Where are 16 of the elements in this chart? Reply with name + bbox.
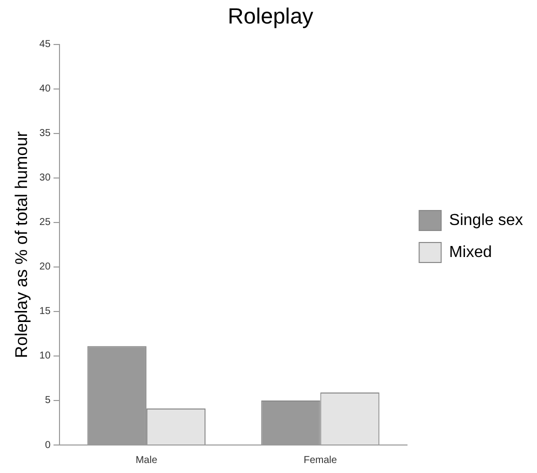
y-tick-label: 0 bbox=[44, 440, 51, 451]
chart-title: Roleplay bbox=[228, 3, 314, 28]
y-tick-label: 10 bbox=[39, 350, 51, 362]
y-tick-label: 25 bbox=[39, 217, 51, 228]
y-tick-label: 20 bbox=[39, 262, 51, 273]
y-axis-title: Roleplay as % of total humour bbox=[12, 130, 31, 358]
y-tick-label: 15 bbox=[39, 306, 51, 318]
y-tick-label: 45 bbox=[39, 39, 51, 50]
x-tick-label: Male bbox=[136, 454, 158, 466]
legend-label: Single sex bbox=[449, 212, 524, 229]
y-tick-label: 35 bbox=[39, 128, 51, 140]
y-tick-label: 5 bbox=[44, 395, 51, 406]
y-tick-label: 40 bbox=[39, 84, 51, 95]
y-tick-label: 30 bbox=[39, 172, 51, 184]
legend-label: Mixed bbox=[449, 244, 492, 261]
x-tick-label: Female bbox=[304, 454, 338, 466]
